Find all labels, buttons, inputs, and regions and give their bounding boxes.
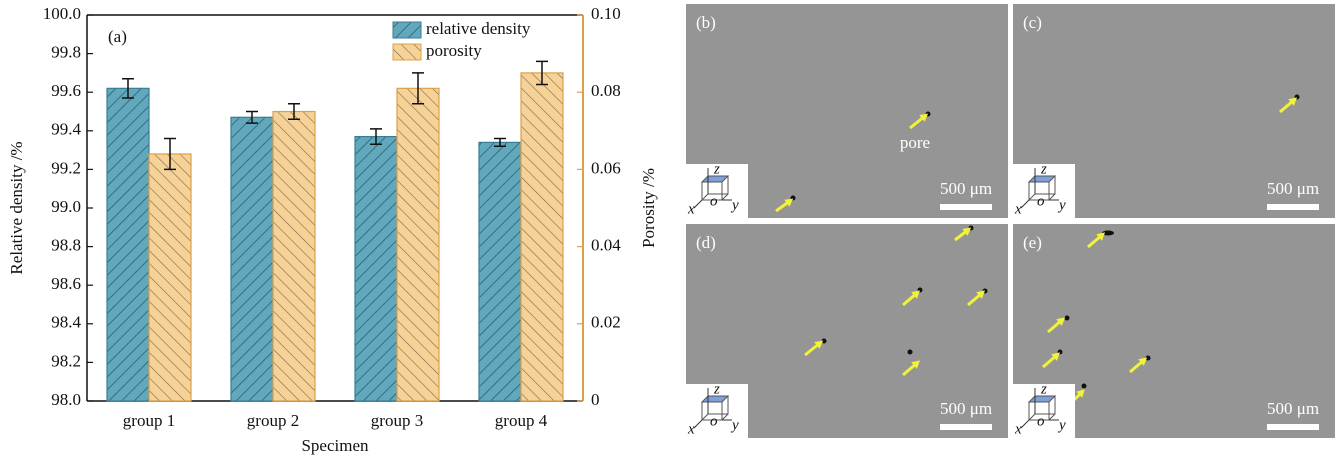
micrograph-label: (b) bbox=[696, 13, 716, 32]
scale-bar bbox=[940, 424, 992, 430]
legend-label: porosity bbox=[426, 41, 482, 60]
micrograph-label: (e) bbox=[1023, 233, 1042, 252]
y2-tick-label: 0.02 bbox=[591, 313, 621, 332]
micrograph-label: (d) bbox=[696, 233, 716, 252]
axis-y: y bbox=[1057, 417, 1066, 433]
scale-bar-label: 500 μm bbox=[940, 179, 992, 198]
axis-y: y bbox=[730, 197, 739, 213]
pore bbox=[1082, 384, 1087, 389]
panel-label: (a) bbox=[108, 27, 127, 46]
axis-origin: o bbox=[710, 193, 718, 209]
legend-label: relative density bbox=[426, 19, 531, 38]
micrograph-label: (c) bbox=[1023, 13, 1042, 32]
scale-bar-label: 500 μm bbox=[1267, 399, 1319, 418]
y2-axis-title: Porosity /% bbox=[639, 168, 658, 248]
x-axis-title: Specimen bbox=[301, 436, 369, 455]
bar bbox=[149, 154, 191, 401]
y-tick-label: 98.2 bbox=[51, 351, 81, 370]
y-tick-label: 99.4 bbox=[51, 120, 81, 139]
x-tick-label: group 3 bbox=[371, 411, 423, 430]
axis-origin: o bbox=[1037, 413, 1045, 429]
x-tick-label: group 2 bbox=[247, 411, 299, 430]
y-tick-label: 98.0 bbox=[51, 390, 81, 409]
scale-bar bbox=[1267, 424, 1319, 430]
x-tick-label: group 1 bbox=[123, 411, 175, 430]
bar bbox=[355, 137, 397, 401]
y-axis-title: Relative density /% bbox=[7, 141, 26, 274]
y-tick-label: 99.6 bbox=[51, 81, 81, 100]
y-tick-label: 100.0 bbox=[43, 4, 81, 23]
pore bbox=[1065, 316, 1070, 321]
axis-z: z bbox=[1040, 161, 1047, 177]
x-tick-label: group 4 bbox=[495, 411, 548, 430]
y-tick-label: 98.4 bbox=[51, 313, 81, 332]
bar bbox=[107, 88, 149, 401]
y-tick-label: 99.2 bbox=[51, 158, 81, 177]
page: 98.0 98.2 98.4 98.6 98.8 99.0 99.2 99.4 99.6 99.8… bbox=[0, 0, 1339, 461]
bar bbox=[231, 117, 273, 401]
axis-z: z bbox=[1040, 381, 1047, 397]
scale-bar-label: 500 μm bbox=[940, 399, 992, 418]
y-tick-label: 99.0 bbox=[51, 197, 81, 216]
axis-y: y bbox=[730, 417, 739, 433]
axis-x: x bbox=[687, 421, 695, 437]
scale-bar bbox=[1267, 204, 1319, 210]
scale-bar bbox=[940, 204, 992, 210]
y2-tick-label: 0.08 bbox=[591, 81, 621, 100]
bar bbox=[479, 142, 521, 401]
axis-x: x bbox=[1014, 201, 1022, 217]
axis-x: x bbox=[1014, 421, 1022, 437]
annotation: pore bbox=[900, 133, 930, 152]
axis-z: z bbox=[713, 161, 720, 177]
legend-swatch bbox=[393, 44, 421, 60]
axis-x: x bbox=[687, 201, 695, 217]
scale-bar-label: 500 μm bbox=[1267, 179, 1319, 198]
y2-tick-label: 0 bbox=[591, 390, 600, 409]
y2-tick-label: 0.10 bbox=[591, 4, 621, 23]
y-tick-label: 98.8 bbox=[51, 236, 81, 255]
y2-tick-label: 0.04 bbox=[591, 236, 621, 255]
bar bbox=[273, 112, 315, 402]
axis-y: y bbox=[1057, 197, 1066, 213]
figure: 98.0 98.2 98.4 98.6 98.8 99.0 99.2 99.4 99.6 99.8… bbox=[0, 0, 1339, 461]
pore bbox=[908, 350, 913, 355]
bar bbox=[397, 88, 439, 401]
axis-origin: o bbox=[1037, 193, 1045, 209]
y-tick-label: 98.6 bbox=[51, 274, 81, 293]
bar bbox=[521, 73, 563, 401]
axis-origin: o bbox=[710, 413, 718, 429]
y-tick-label: 99.8 bbox=[51, 43, 81, 62]
axis-z: z bbox=[713, 381, 720, 397]
y2-tick-label: 0.06 bbox=[591, 158, 621, 177]
legend-swatch bbox=[393, 22, 421, 38]
